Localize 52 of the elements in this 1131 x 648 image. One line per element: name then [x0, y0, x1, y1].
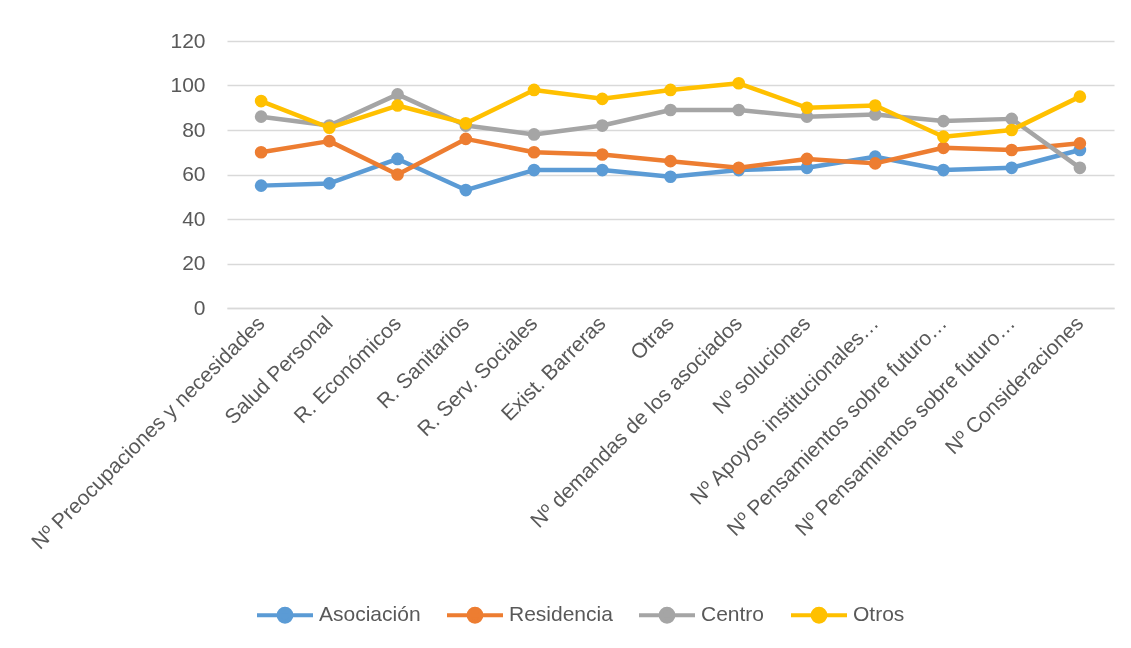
legend-label: Centro — [701, 602, 765, 626]
y-tick-label: 120 — [170, 28, 206, 52]
y-tick-label: 100 — [170, 73, 206, 96]
point — [391, 99, 404, 112]
point — [254, 94, 268, 108]
point — [323, 177, 336, 190]
point — [1005, 143, 1018, 157]
point — [595, 148, 609, 161]
point — [800, 101, 814, 115]
point — [937, 141, 950, 155]
point — [391, 88, 404, 101]
point — [254, 110, 268, 123]
point — [1005, 161, 1018, 175]
point — [937, 130, 950, 143]
point — [937, 114, 950, 128]
point — [868, 99, 882, 112]
y-tick-label: 0 — [193, 295, 206, 319]
point — [664, 154, 677, 168]
legend-label: Otros — [853, 602, 905, 626]
point — [937, 163, 950, 177]
point — [527, 145, 541, 159]
point — [868, 157, 882, 170]
point — [254, 145, 268, 159]
point — [732, 76, 746, 90]
legend-label: Asociación — [319, 602, 421, 626]
point — [664, 170, 677, 184]
point — [459, 183, 473, 197]
point — [732, 103, 746, 117]
legend-label: Residencia — [509, 602, 614, 626]
point — [1005, 112, 1018, 126]
y-tick-label: 60 — [182, 162, 206, 185]
y-tick-label: 20 — [182, 251, 206, 274]
point — [664, 83, 677, 97]
y-tick-label: 80 — [182, 117, 206, 141]
point — [1005, 123, 1018, 137]
point — [527, 163, 541, 177]
point — [1073, 161, 1087, 175]
point — [459, 132, 473, 146]
point — [391, 152, 404, 166]
point — [527, 83, 541, 97]
point — [323, 134, 336, 148]
point — [1073, 90, 1087, 103]
y-tick-label: 40 — [182, 206, 206, 230]
point — [595, 92, 609, 106]
point — [664, 103, 677, 117]
point — [391, 168, 404, 181]
point — [595, 119, 609, 132]
point — [595, 163, 609, 177]
point — [254, 179, 268, 192]
point — [527, 128, 541, 141]
point — [800, 152, 814, 166]
point — [1073, 137, 1087, 150]
